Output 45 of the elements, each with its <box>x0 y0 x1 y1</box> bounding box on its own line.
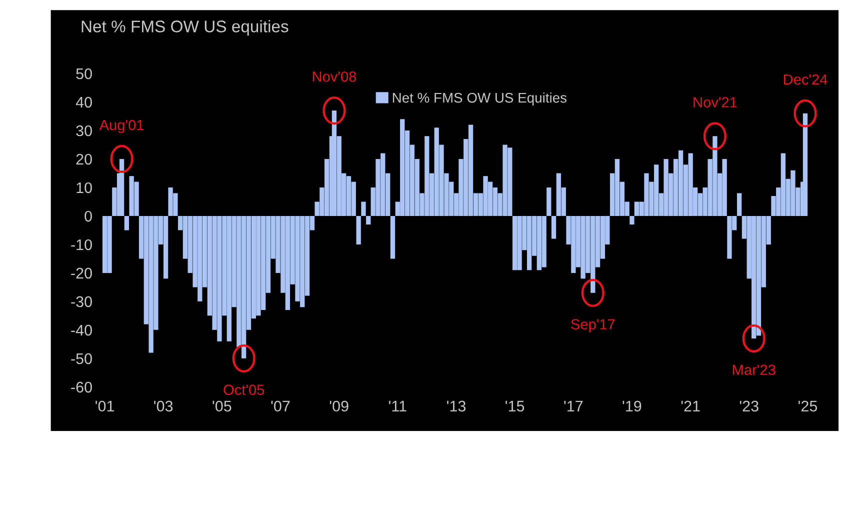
bar <box>356 216 361 244</box>
bar <box>737 193 742 216</box>
annotation: Nov'21 <box>694 97 737 108</box>
y-tick-label: -50 <box>71 353 92 364</box>
x-tick-label: '03 <box>154 400 173 412</box>
annotation: Oct'05 <box>224 384 264 395</box>
x-tick-label: '05 <box>212 400 232 412</box>
x-tick-label: '13 <box>447 400 466 412</box>
bar <box>361 202 366 216</box>
x-tick-label: '15 <box>506 400 524 412</box>
bar <box>630 216 634 225</box>
y-tick-label: -60 <box>71 382 92 393</box>
y-tick-label: 10 <box>76 182 92 194</box>
legend-label: Net % FMS OW US Equities <box>392 92 567 106</box>
x-tick-label: '17 <box>564 400 583 412</box>
y-tick-label: -20 <box>71 268 92 279</box>
y-tick-label: 0 <box>84 210 92 222</box>
x-tick-label: '11 <box>389 400 406 412</box>
x-tick-label: '25 <box>798 400 818 412</box>
y-tick-label: 40 <box>76 96 92 108</box>
y-tick-label: -10 <box>71 239 92 250</box>
annotation: Aug'01 <box>99 120 144 134</box>
annotation: Sep'17 <box>571 319 615 332</box>
bar <box>390 216 396 259</box>
x-tick-label: '01 <box>96 400 114 412</box>
annotation: Nov'08 <box>312 71 356 82</box>
bar <box>802 113 808 216</box>
bar <box>551 216 556 239</box>
bar <box>366 216 371 225</box>
x-tick-label: '19 <box>622 400 642 412</box>
chart-title: Net % FMS OW US equities <box>82 20 288 36</box>
x-tick-label: '23 <box>740 400 758 412</box>
x-tick-label: '21 <box>681 400 700 412</box>
annotation: Mar'23 <box>732 364 776 376</box>
y-tick-label: 20 <box>76 154 92 165</box>
bar <box>124 216 129 230</box>
y-tick-label: 50 <box>76 68 92 80</box>
y-tick-label: -40 <box>71 324 92 336</box>
y-tick-label: 30 <box>76 125 92 136</box>
bar <box>546 187 552 216</box>
x-tick-label: '09 <box>330 400 348 412</box>
y-tick-label: -30 <box>71 296 92 308</box>
annotation: Dec'24 <box>784 74 828 85</box>
x-tick-label: '07 <box>271 400 290 412</box>
bar <box>119 158 124 216</box>
